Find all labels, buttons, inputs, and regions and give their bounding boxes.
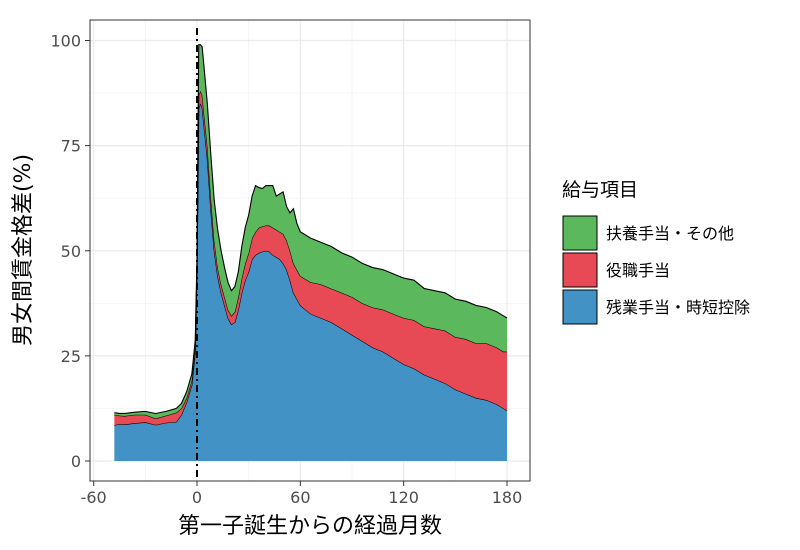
legend-label-family-allowance-other: 扶養手当・その他 <box>606 224 734 243</box>
legend-key-position-allowance <box>562 252 598 288</box>
legend-label-overtime-shortwork: 残業手当・時短控除 <box>606 298 750 317</box>
x-tick-label: 120 <box>388 488 419 507</box>
legend-title: 給与項目 <box>562 179 638 201</box>
area-outline-family-allowance-other <box>114 44 508 415</box>
x-tick-label: 60 <box>290 488 310 507</box>
y-tick-label: 100 <box>50 32 81 51</box>
legend-key-overtime-shortwork <box>562 289 598 325</box>
x-tick-label: -60 <box>81 488 107 507</box>
y-axis-title: 男女間賃金格差(%) <box>11 154 36 346</box>
legend-label-position-allowance: 役職手当 <box>606 261 670 280</box>
area-layers <box>114 44 508 461</box>
x-axis-title: 第一子誕生からの経過月数 <box>178 514 442 539</box>
y-tick-label: 75 <box>61 137 81 156</box>
area-overtime-shortwork <box>114 103 507 461</box>
y-tick-label: 50 <box>61 242 81 261</box>
legend-key-family-allowance-other <box>562 215 598 251</box>
x-tick-label: 180 <box>492 488 523 507</box>
y-tick-label: 0 <box>71 452 81 471</box>
x-tick-label: 0 <box>192 488 202 507</box>
y-tick-label: 25 <box>61 347 81 366</box>
area-position-allowance <box>114 90 507 426</box>
